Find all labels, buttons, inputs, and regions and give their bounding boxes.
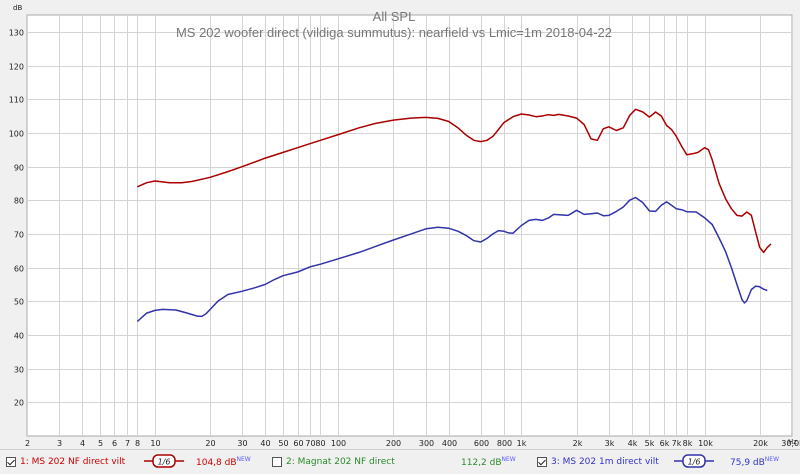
y-tick-label: 50: [14, 298, 24, 307]
legend-checkbox-3[interactable]: [537, 457, 547, 467]
y-tick-label: 90: [14, 164, 24, 173]
x-axis-unit-label: Hz: [788, 438, 797, 446]
x-tick-label: 70: [305, 439, 315, 448]
legend-item-1[interactable]: 1: MS 202 NF direct vilt: [6, 455, 131, 469]
legend-bar: 1: MS 202 NF direct vilt 1/6 104,8 dBNEW…: [0, 449, 800, 474]
x-tick-label: 7k: [672, 439, 682, 448]
x-tick-label: 20: [205, 439, 215, 448]
y-tick-label: 80: [14, 197, 24, 206]
x-tick-label: 30: [237, 439, 247, 448]
x-tick-label: 20k: [753, 439, 768, 448]
x-axis-ticks: 2 3 4 5 6 7 8 10 20 30 40 50 60 70 80 100 200 300 400 600 80…: [25, 439, 800, 448]
y-tick-label: 120: [9, 63, 24, 72]
legend-value-2: 112,2 dBNEW: [461, 456, 516, 468]
x-tick-label: 400: [442, 439, 457, 448]
y-tick-label: 30: [14, 366, 24, 375]
y-axis-label: dB: [13, 4, 22, 12]
x-tick-label: 10k: [698, 439, 713, 448]
x-tick-label: 2k: [573, 439, 583, 448]
x-tick-label: 100: [331, 439, 346, 448]
legend-label-2: 2: Magnat 202 NF direct: [286, 457, 395, 467]
x-tick-label: 5: [98, 439, 103, 448]
x-tick-label: 4k: [628, 439, 638, 448]
x-tick-label: 50: [278, 439, 288, 448]
smoothing-button-1[interactable]: 1/6: [144, 454, 184, 468]
legend-value-3: 75,9 dBNEW: [730, 456, 780, 468]
x-tick-label: 800: [497, 439, 512, 448]
y-tick-label: 70: [14, 231, 24, 240]
x-tick-label: 30,0k: [781, 439, 800, 448]
grid: [27, 15, 793, 436]
legend-label-1: 1: MS 202 NF direct vilt: [20, 457, 126, 467]
legend-checkbox-1[interactable]: [6, 457, 16, 467]
smoothing-button-3[interactable]: 1/6: [674, 454, 714, 468]
x-tick-label: 4: [80, 439, 85, 448]
y-axis-ticks: 20 30 40 50 60 70 80 90 100 110 120 130: [9, 29, 24, 408]
series-line-1: [137, 108, 772, 254]
chart-title: All SPL: [373, 9, 416, 24]
smoothing-label-3: 1/6: [688, 458, 701, 467]
x-tick-label: 40: [260, 439, 270, 448]
x-tick-label: 3k: [605, 439, 615, 448]
x-tick-label: 1k: [517, 439, 527, 448]
x-tick-label: 10: [150, 439, 160, 448]
x-tick-label: 300: [419, 439, 434, 448]
smoothing-label-1: 1/6: [158, 458, 171, 467]
series-line-2: [136, 196, 768, 323]
x-tick-label: 200: [386, 439, 401, 448]
x-tick-label: 6k: [660, 439, 670, 448]
x-tick-label: 6: [112, 439, 117, 448]
legend-value-1: 104,8 dBNEW: [196, 456, 251, 468]
y-tick-label: 60: [14, 265, 24, 274]
y-tick-label: 20: [14, 399, 24, 408]
series-layer: [136, 108, 772, 323]
plot-area: [26, 14, 793, 437]
legend-item-2[interactable]: 2: Magnat 202 NF direct: [272, 455, 401, 469]
y-tick-label: 40: [14, 332, 24, 341]
x-tick-label: 2: [25, 439, 30, 448]
x-tick-label: 8: [135, 439, 140, 448]
chart-subtitle: MS 202 woofer direct (vildiga summutus):…: [176, 25, 612, 40]
y-tick-label: 100: [9, 130, 24, 139]
x-tick-label: 600: [474, 439, 489, 448]
legend-checkbox-2[interactable]: [272, 457, 282, 467]
x-tick-label: 3: [57, 439, 62, 448]
x-tick-label: 5k: [645, 439, 655, 448]
x-tick-label: 60: [293, 439, 303, 448]
x-tick-label: 80: [315, 439, 325, 448]
x-tick-label: 7: [125, 439, 130, 448]
y-tick-label: 130: [9, 29, 24, 38]
legend-label-3: 3: MS 202 1m direct vilt: [551, 457, 659, 467]
legend-item-3[interactable]: 3: MS 202 1m direct vilt: [537, 455, 665, 469]
y-tick-label: 110: [9, 96, 24, 105]
x-tick-label: 8k: [683, 439, 693, 448]
